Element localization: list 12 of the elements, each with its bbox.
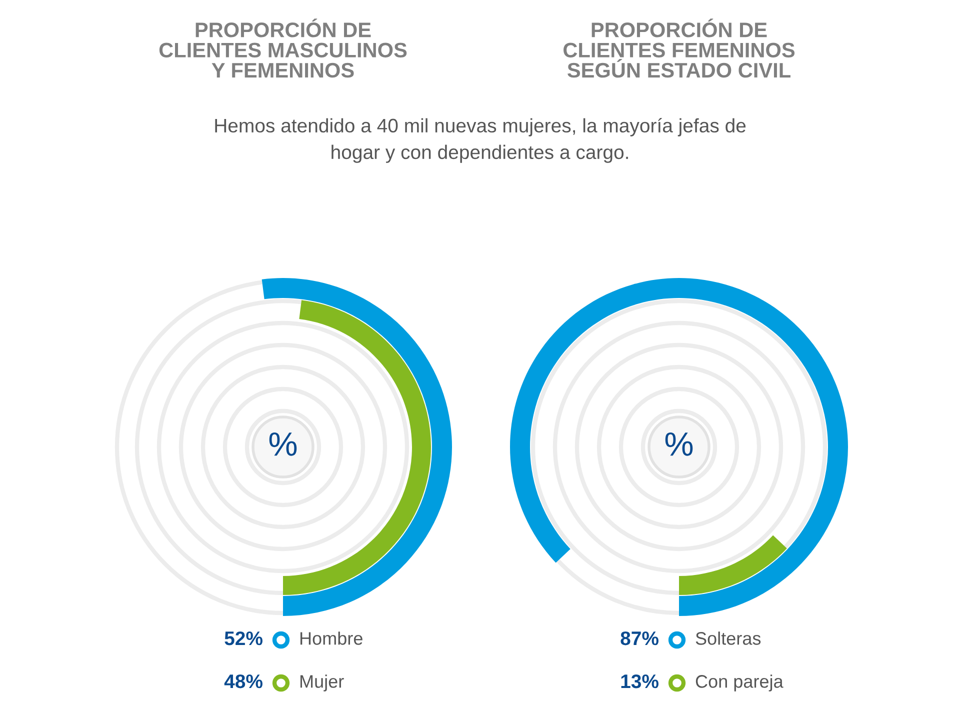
data-label: 13% xyxy=(621,674,658,688)
category-label: Con pareja xyxy=(696,674,784,692)
text: PROPORCIÓN DE CLIENTES FEMENINOS SEGÚN ESTADO CIVIL xyxy=(564,18,795,78)
text: PROPORCIÓN DE CLIENTES MASCULINOS Y FEMENINOS xyxy=(159,18,407,78)
text: % xyxy=(269,432,297,456)
data-label: 87% xyxy=(620,631,658,646)
category-label: Mujer xyxy=(300,674,344,692)
category-label: Hombre xyxy=(300,632,362,645)
category-label: Solteras xyxy=(696,632,761,645)
data-label: 48% xyxy=(224,674,262,688)
data-label: 52% xyxy=(224,631,262,646)
text: Hemos atendido a 40 mil nuevas mujeres, la mayoría jefas de hogar y con dependientes a cargo. xyxy=(215,118,746,163)
